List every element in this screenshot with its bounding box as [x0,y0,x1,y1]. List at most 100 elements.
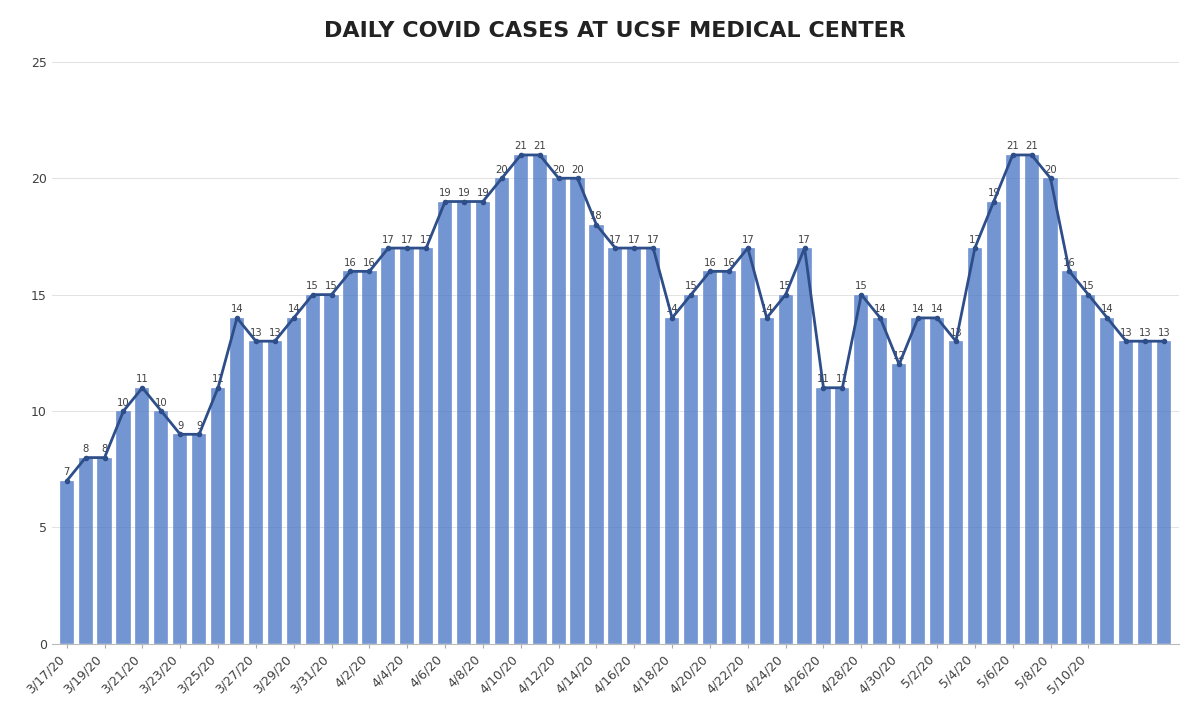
Text: 8: 8 [102,444,108,454]
Bar [192,435,206,644]
Text: 21: 21 [515,141,527,151]
Bar [949,341,964,644]
Text: 14: 14 [288,305,300,315]
Text: 11: 11 [211,374,224,384]
Bar [211,388,226,644]
Text: 13: 13 [1139,328,1152,338]
Text: 17: 17 [401,234,414,244]
Text: 17: 17 [742,234,754,244]
Bar [306,295,319,644]
Text: 12: 12 [893,351,906,361]
Text: 11: 11 [836,374,848,384]
Bar [97,457,112,644]
Bar [570,179,584,644]
Text: 16: 16 [1063,258,1076,268]
Text: 14: 14 [666,305,678,315]
Text: 15: 15 [1082,281,1094,291]
Bar [854,295,869,644]
Text: 17: 17 [798,234,811,244]
Bar [740,248,755,644]
Text: 20: 20 [552,165,565,175]
Text: 14: 14 [1100,305,1114,315]
Text: 10: 10 [118,397,130,407]
Text: 19: 19 [457,188,470,198]
Bar [1157,341,1171,644]
Bar [930,318,944,644]
Bar [1120,341,1133,644]
Title: DAILY COVID CASES AT UCSF MEDICAL CENTER: DAILY COVID CASES AT UCSF MEDICAL CENTER [324,21,906,41]
Bar [1025,155,1039,644]
Bar [116,411,131,644]
Bar [248,341,263,644]
Bar [760,318,774,644]
Text: 9: 9 [196,421,203,431]
Bar [1044,179,1057,644]
Text: 17: 17 [647,234,660,244]
Bar [268,341,282,644]
Text: 14: 14 [761,305,773,315]
Text: 7: 7 [64,467,70,478]
Bar [514,155,528,644]
Text: 14: 14 [912,305,924,315]
Text: 16: 16 [722,258,736,268]
Text: 16: 16 [364,258,376,268]
Text: 11: 11 [817,374,830,384]
Text: 10: 10 [155,397,168,407]
Bar [457,201,472,644]
Bar [343,271,358,644]
Bar [1100,318,1115,644]
Bar [892,364,906,644]
Text: 17: 17 [382,234,395,244]
Text: 14: 14 [931,305,943,315]
Text: 19: 19 [988,188,1000,198]
Bar [684,295,698,644]
Text: 18: 18 [590,212,602,222]
Bar [816,388,830,644]
Bar [533,155,547,644]
Bar [589,225,604,644]
Bar [779,295,793,644]
Bar [382,248,396,644]
Bar [911,318,925,644]
Text: 16: 16 [344,258,356,268]
Text: 13: 13 [1120,328,1133,338]
Bar [835,388,850,644]
Text: 14: 14 [230,305,244,315]
Bar [400,248,414,644]
Bar [798,248,811,644]
Text: 15: 15 [685,281,697,291]
Bar [721,271,736,644]
Bar [230,318,244,644]
Text: 19: 19 [439,188,451,198]
Text: 16: 16 [703,258,716,268]
Text: 21: 21 [533,141,546,151]
Text: 9: 9 [178,421,184,431]
Text: 13: 13 [1158,328,1170,338]
Bar [608,248,623,644]
Bar [155,411,168,644]
Text: 17: 17 [608,234,622,244]
Text: 21: 21 [1007,141,1019,151]
Bar [628,248,641,644]
Bar [78,457,92,644]
Text: 14: 14 [874,305,887,315]
Text: 13: 13 [250,328,263,338]
Bar [1081,295,1096,644]
Bar [438,201,452,644]
Text: 15: 15 [854,281,868,291]
Text: 15: 15 [306,281,319,291]
Text: 15: 15 [325,281,338,291]
Bar [136,388,150,644]
Text: 8: 8 [83,444,89,454]
Bar [646,248,660,644]
Text: 15: 15 [779,281,792,291]
Bar [665,318,679,644]
Text: 20: 20 [1044,165,1057,175]
Text: 13: 13 [269,328,281,338]
Bar [324,295,338,644]
Text: 19: 19 [476,188,490,198]
Bar [60,481,74,644]
Bar [419,248,433,644]
Bar [287,318,301,644]
Bar [986,201,1001,644]
